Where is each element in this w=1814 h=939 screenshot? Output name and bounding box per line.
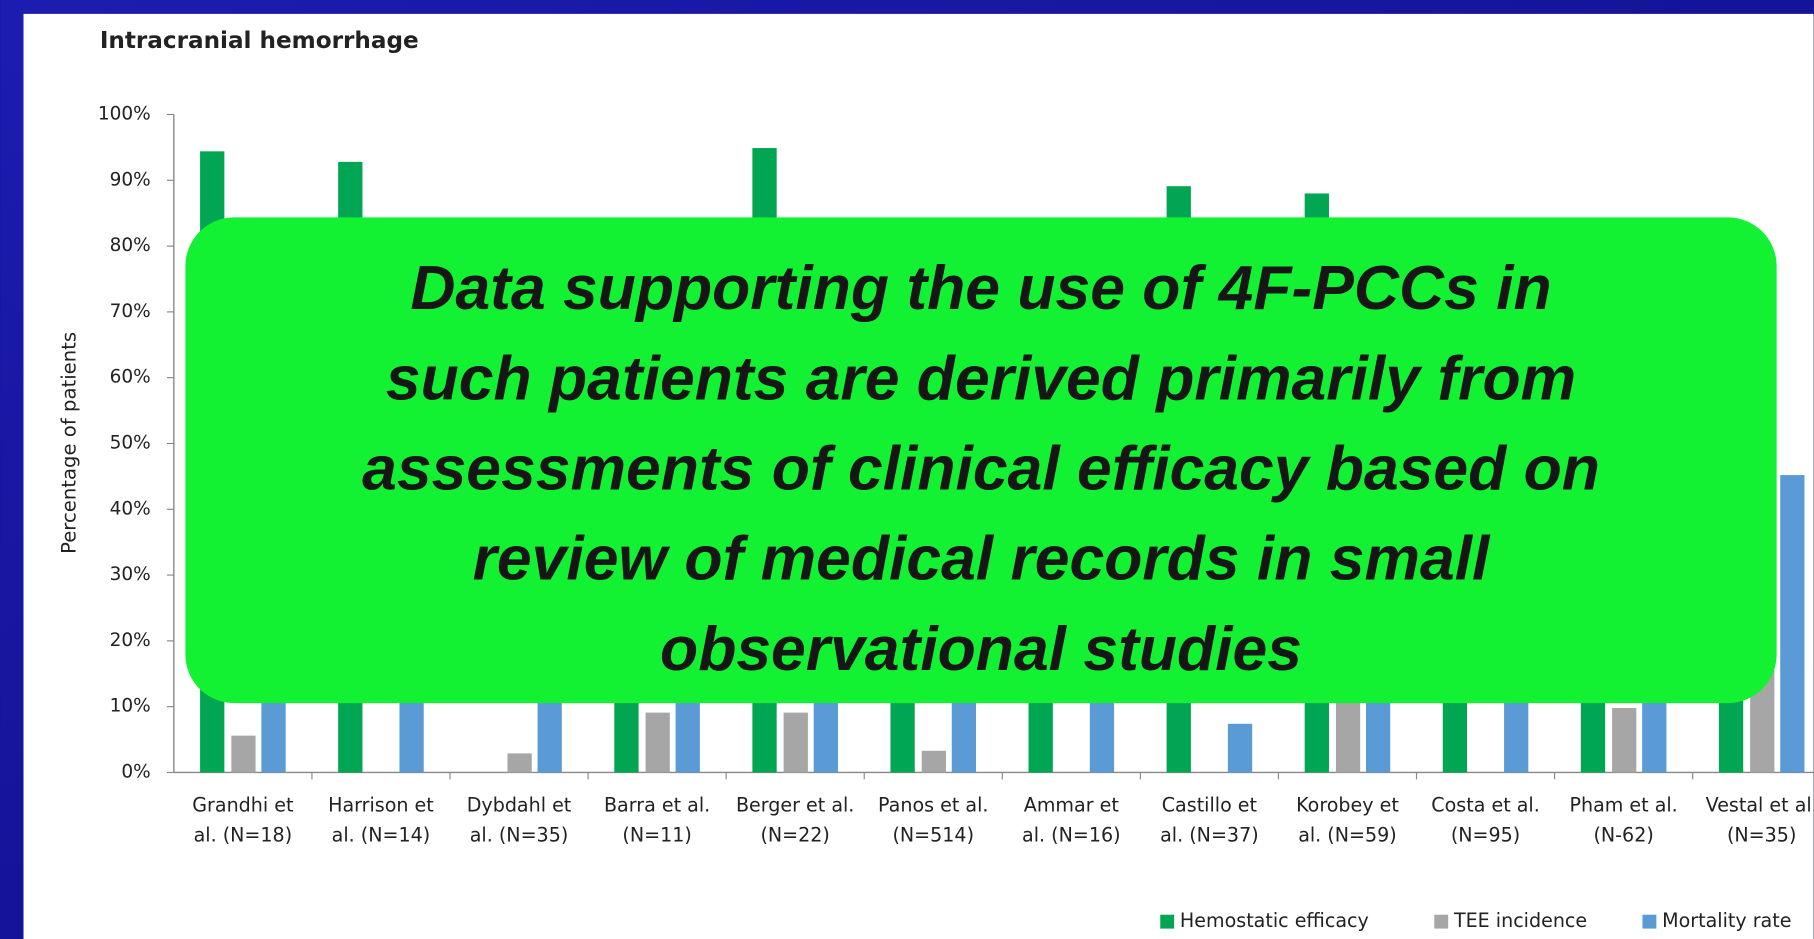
bar bbox=[1089, 690, 1115, 773]
x-tick-label: Berger et al. bbox=[736, 795, 854, 817]
x-tick-label: Pham et al. bbox=[1569, 795, 1677, 817]
bar bbox=[231, 735, 256, 773]
bar bbox=[1504, 693, 1529, 773]
bar bbox=[783, 712, 808, 773]
legend-swatch bbox=[1434, 914, 1449, 929]
overlay-text: Data supporting the use of 4F-PCCs in bbox=[410, 253, 1551, 323]
overlay-box bbox=[185, 217, 1777, 704]
x-tick-label: (N-62) bbox=[1593, 825, 1653, 847]
x-tick-label: al. (N=37) bbox=[1160, 825, 1259, 847]
y-tick-label: 0% bbox=[121, 761, 150, 782]
x-tick-label: al. (N=14) bbox=[332, 825, 431, 847]
x-tick-label: Grandhi et bbox=[192, 795, 294, 817]
y-tick-label: 100% bbox=[98, 103, 151, 124]
x-tick-label: al. (N=18) bbox=[194, 825, 293, 847]
x-tick-label: al. (N=35) bbox=[470, 825, 569, 847]
y-tick-label: 10% bbox=[110, 696, 151, 717]
bar bbox=[507, 753, 532, 773]
x-tick-label: (N=22) bbox=[760, 825, 829, 847]
y-axis-label: Percentage of patients bbox=[57, 332, 80, 554]
overlay-text: such patients are derived primarily from bbox=[386, 343, 1576, 413]
legend-label: TEE incidence bbox=[1453, 910, 1587, 932]
overlay-text: assessments of clinical efficacy based o… bbox=[362, 433, 1600, 503]
bar bbox=[645, 712, 670, 773]
legend-label: Mortality rate bbox=[1662, 910, 1791, 932]
overlay-text: review of medical records in small bbox=[473, 524, 1491, 594]
bar bbox=[1365, 700, 1391, 773]
x-tick-label: (N=11) bbox=[622, 825, 691, 847]
chart-title: Intracranial hemorrhage bbox=[100, 28, 419, 54]
legend-swatch bbox=[1160, 914, 1175, 929]
bar bbox=[1780, 475, 1805, 773]
x-tick-label: Barra et al. bbox=[604, 795, 710, 817]
x-tick-label: Costa et al. bbox=[1431, 795, 1540, 817]
legend-swatch bbox=[1642, 914, 1657, 929]
x-tick-label: Korobey et bbox=[1296, 795, 1399, 817]
x-tick-label: (N=95) bbox=[1451, 825, 1520, 847]
overlay: Data supporting the use of 4F-PCCs in suc… bbox=[185, 217, 1777, 704]
x-tick-label: Vestal et al. bbox=[1706, 795, 1814, 817]
y-tick-label: 70% bbox=[110, 301, 151, 322]
y-tick-label: 80% bbox=[110, 235, 151, 256]
y-tick-label: 40% bbox=[110, 498, 151, 519]
bar bbox=[921, 750, 946, 773]
y-tick-label: 50% bbox=[110, 432, 151, 453]
bar bbox=[537, 700, 562, 773]
x-tick-label: Ammar et bbox=[1024, 795, 1120, 817]
y-tick-label: 20% bbox=[110, 630, 151, 651]
x-tick-label: Panos et al. bbox=[878, 795, 988, 817]
x-tick-label: (N=514) bbox=[892, 825, 974, 847]
overlay-text: observational studies bbox=[660, 614, 1302, 684]
x-tick-label: (N=35) bbox=[1727, 825, 1796, 847]
x-tick-label: al. (N=16) bbox=[1022, 825, 1121, 847]
x-tick-label: al. (N=59) bbox=[1298, 825, 1397, 847]
y-tick-label: 90% bbox=[110, 169, 151, 190]
y-tick-label: 60% bbox=[110, 367, 151, 388]
bar bbox=[1227, 723, 1253, 773]
y-tick-label: 30% bbox=[110, 564, 151, 585]
x-tick-label: Harrison et bbox=[328, 795, 434, 817]
bar bbox=[1612, 707, 1637, 773]
x-tick-label: Castillo et bbox=[1162, 795, 1258, 817]
legend-label: Hemostatic efficacy bbox=[1180, 910, 1369, 932]
x-tick-label: Dybdahl et bbox=[467, 795, 572, 817]
